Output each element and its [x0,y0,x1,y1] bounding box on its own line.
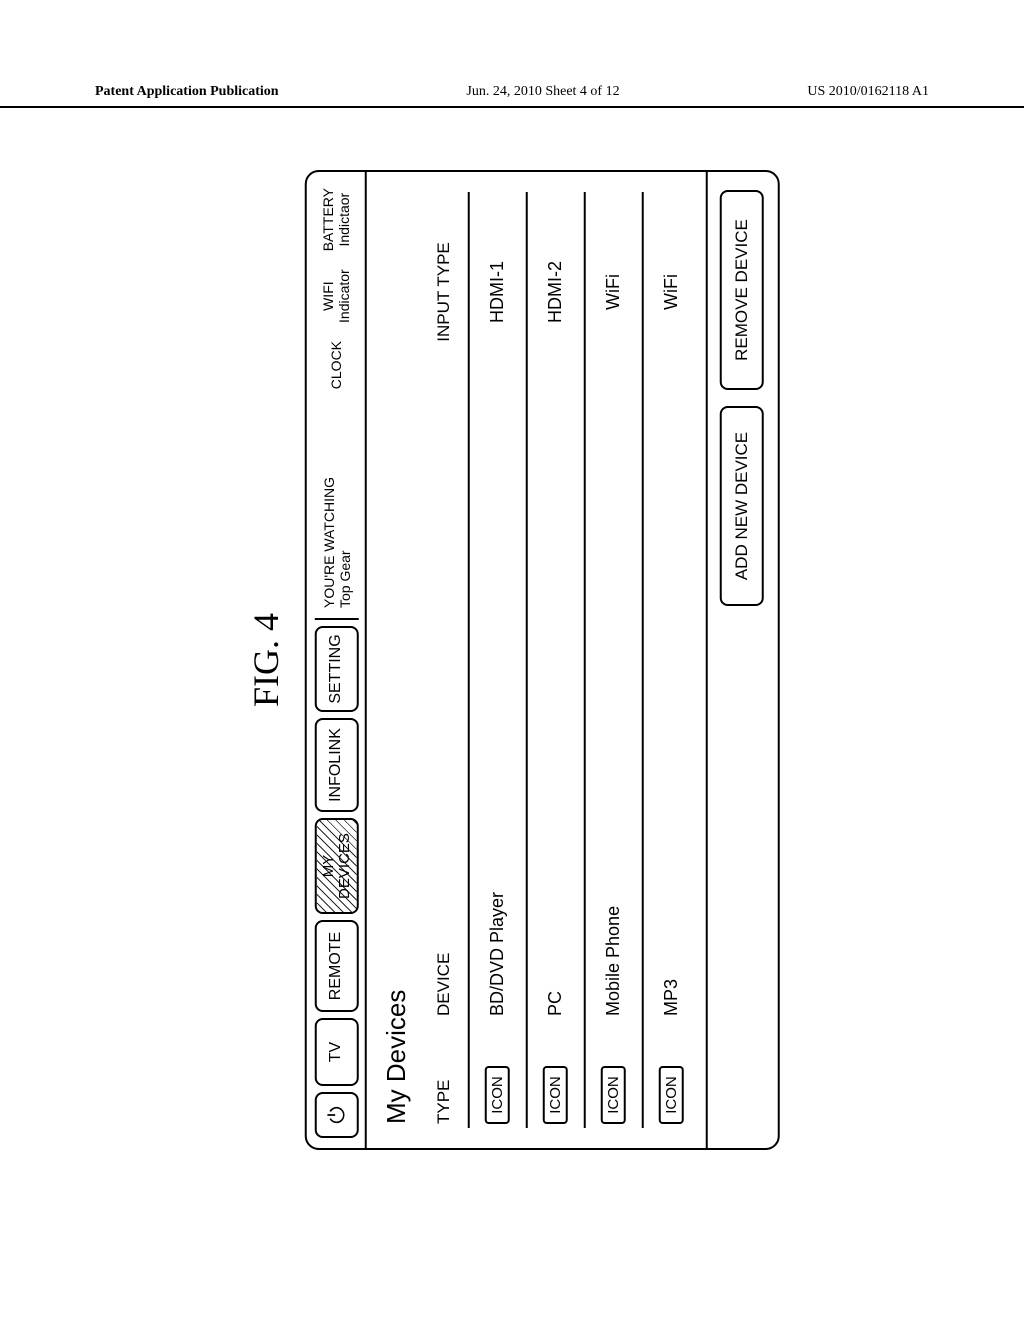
remote-label: REMOTE [328,932,345,1000]
power-icon: ⏻ [325,1106,348,1123]
input-cell: WiFi [661,192,682,392]
device-frame: ⏻ TV REMOTE MY DEVICES INFOLINK SETTING … [305,170,780,1150]
type-cell: ICON [601,1028,626,1128]
row-separator [467,192,469,1128]
table-row[interactable]: ICON PC HDMI-2 [529,192,581,1128]
table-row[interactable]: ICON Mobile Phone WiFi [587,192,639,1128]
watching-value: Top Gear [337,460,353,608]
my-devices-tab[interactable]: MY DEVICES [315,818,359,914]
remote-button[interactable]: REMOTE [315,920,359,1012]
my-devices-label-1: MY [321,855,337,878]
body: My Devices TYPE DEVICE INPUT TYPE ICON B… [366,172,707,1148]
add-new-device-button[interactable]: ADD NEW DEVICE [719,406,763,606]
type-cell: ICON [659,1028,684,1128]
device-type-icon: ICON [485,1066,510,1124]
device-cell: Mobile Phone [603,392,624,1028]
header-center: Jun. 24, 2010 Sheet 4 of 12 [466,84,619,100]
power-button[interactable]: ⏻ [315,1092,359,1138]
setting-label: SETTING [328,634,345,703]
section-title: My Devices [380,192,411,1124]
table-header-row: TYPE DEVICE INPUT TYPE [421,192,465,1128]
header-right: US 2010/0162118 A1 [807,84,929,100]
col-device: DEVICE [433,392,453,1028]
clock-indicator: CLOCK [329,341,344,389]
device-cell: MP3 [661,392,682,1028]
type-cell: ICON [485,1028,510,1128]
row-separator [525,192,527,1128]
device-type-icon: ICON [543,1066,568,1124]
col-type: TYPE [433,1028,453,1128]
device-type-icon: ICON [601,1066,626,1124]
battery-label-2: Indictaor [337,193,352,247]
remove-device-button[interactable]: REMOVE DEVICE [719,190,763,390]
input-cell: HDMI-2 [545,192,566,392]
topbar: ⏻ TV REMOTE MY DEVICES INFOLINK SETTING … [307,172,367,1148]
infolink-label: INFOLINK [328,728,345,802]
setting-button[interactable]: SETTING [315,626,359,712]
remove-label: REMOVE DEVICE [731,219,750,361]
table-row[interactable]: ICON BD/DVD Player HDMI-1 [471,192,523,1128]
type-cell: ICON [543,1028,568,1128]
now-watching: YOU'RE WATCHING Top Gear [315,450,359,620]
patent-page-header: Patent Application Publication Jun. 24, … [0,84,1024,108]
tv-button[interactable]: TV [315,1018,359,1086]
col-input: INPUT TYPE [433,192,453,392]
row-separator [583,192,585,1128]
battery-indicator: BATTERY Indictaor [321,188,352,251]
infolink-button[interactable]: INFOLINK [315,718,359,812]
battery-label-1: BATTERY [321,188,336,251]
device-cell: BD/DVD Player [487,392,508,1028]
tv-label: TV [328,1042,345,1062]
header-left: Patent Application Publication [95,84,279,100]
watching-label: YOU'RE WATCHING [320,460,336,608]
wifi-label-2: Indicator [337,269,352,323]
footer: ADD NEW DEVICE REMOVE DEVICE [707,172,777,1148]
my-devices-label-2: DEVICES [337,833,353,899]
clock-label: CLOCK [329,341,344,389]
device-cell: PC [545,392,566,1028]
device-type-icon: ICON [659,1066,684,1124]
table-row[interactable]: ICON MP3 WiFi [645,192,697,1128]
wifi-indicator: WIFI Indicator [321,269,352,323]
figure-wrap: FIG. 4 ⏻ TV REMOTE MY DEVICES INFOLINK S… [245,170,780,1150]
figure-label: FIG. 4 [245,170,287,1150]
row-separator [641,192,643,1128]
input-cell: HDMI-1 [487,192,508,392]
wifi-label-1: WIFI [321,281,336,311]
add-label: ADD NEW DEVICE [731,432,750,580]
input-cell: WiFi [603,192,624,392]
status-area: CLOCK WIFI Indicator BATTERY Indictaor [315,182,359,389]
